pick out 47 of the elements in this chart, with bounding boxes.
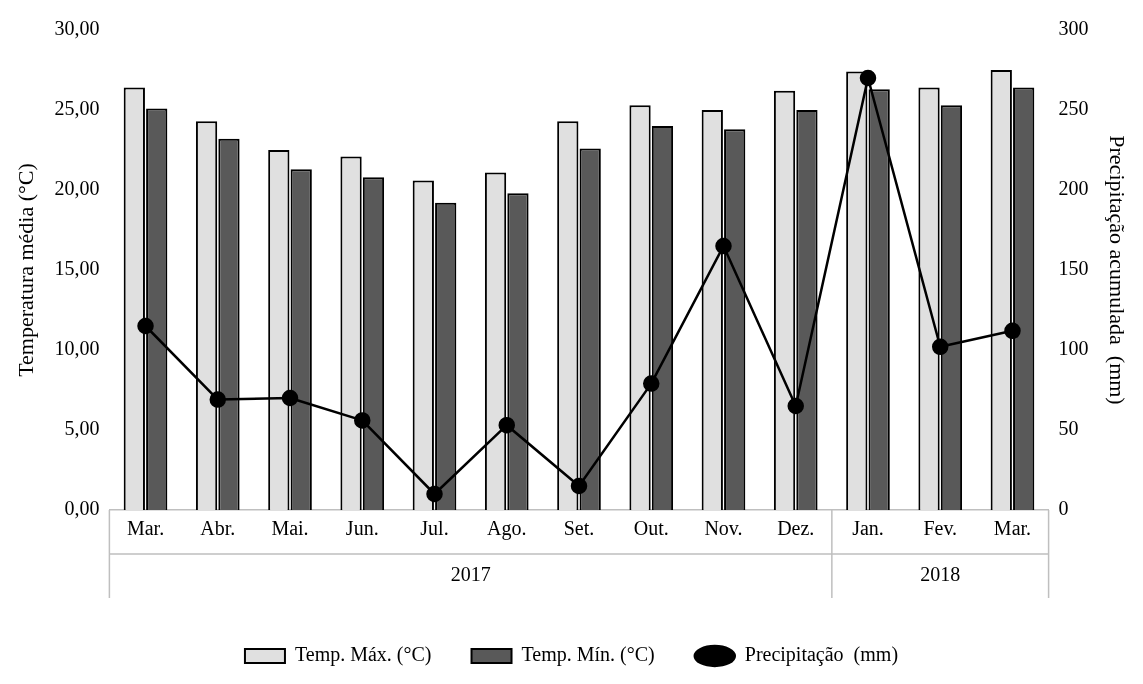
x-tick-label: Out. <box>633 517 669 540</box>
x-tick-label: Dez. <box>777 517 815 540</box>
point <box>498 416 515 434</box>
point <box>859 69 877 87</box>
legend-label: Temp. Mín. (°C) <box>521 643 655 667</box>
y2-tick-label: 0 <box>1058 497 1069 520</box>
text: 2017 <box>450 563 491 586</box>
y-tick-label: 15,00 <box>54 257 100 280</box>
y-tick-label: 5,00 <box>64 417 100 440</box>
point <box>643 375 660 392</box>
legend-label: Temp. Máx. (°C) <box>294 643 432 667</box>
point <box>931 338 949 356</box>
x-tick-label: Ago. <box>487 517 527 541</box>
y2-tick-label: 50 <box>1058 417 1079 440</box>
y-tick-label: 30,00 <box>54 17 100 40</box>
y-tick-label: 0,00 <box>64 497 100 520</box>
point <box>570 477 588 495</box>
x-tick-label: Abr. <box>200 517 236 540</box>
x-tick-label: Jul. <box>420 517 449 540</box>
y2-tick-label: 200 <box>1058 177 1089 200</box>
y-tick-label: 25,00 <box>54 97 100 120</box>
point <box>281 389 299 407</box>
point <box>1004 322 1021 340</box>
point <box>137 317 154 335</box>
y2-tick-label: 150 <box>1058 257 1089 280</box>
y-tick-label: 10,00 <box>54 337 100 360</box>
y-tick-label: 20,00 <box>54 177 100 200</box>
legend-label: Precipitação (mm) <box>744 643 899 667</box>
point <box>787 397 804 415</box>
y2-axis-title: Precipitação acumulada (mm) <box>1105 135 1131 405</box>
x-tick-label: Mar. <box>126 517 165 540</box>
y2-tick-label: 100 <box>1058 337 1089 360</box>
y2-tick-label: 300 <box>1058 17 1089 40</box>
x-tick-label: Set. <box>563 517 595 540</box>
x-tick-label: Mai. <box>271 517 309 540</box>
point <box>715 237 732 255</box>
x-tick-label: Jan. <box>852 517 884 540</box>
text: 2018 <box>920 563 961 586</box>
x-tick-label: Fev. <box>923 517 958 540</box>
x-tick-label: Mar. <box>993 517 1032 540</box>
point <box>426 485 443 503</box>
y2-tick-label: 250 <box>1058 97 1089 120</box>
x-tick-label: Nov. <box>704 517 743 540</box>
point <box>209 391 227 408</box>
x-tick-label: Jun. <box>345 517 379 540</box>
y-axis-title: Temperatura média (°C) <box>12 163 38 377</box>
point <box>354 412 371 429</box>
